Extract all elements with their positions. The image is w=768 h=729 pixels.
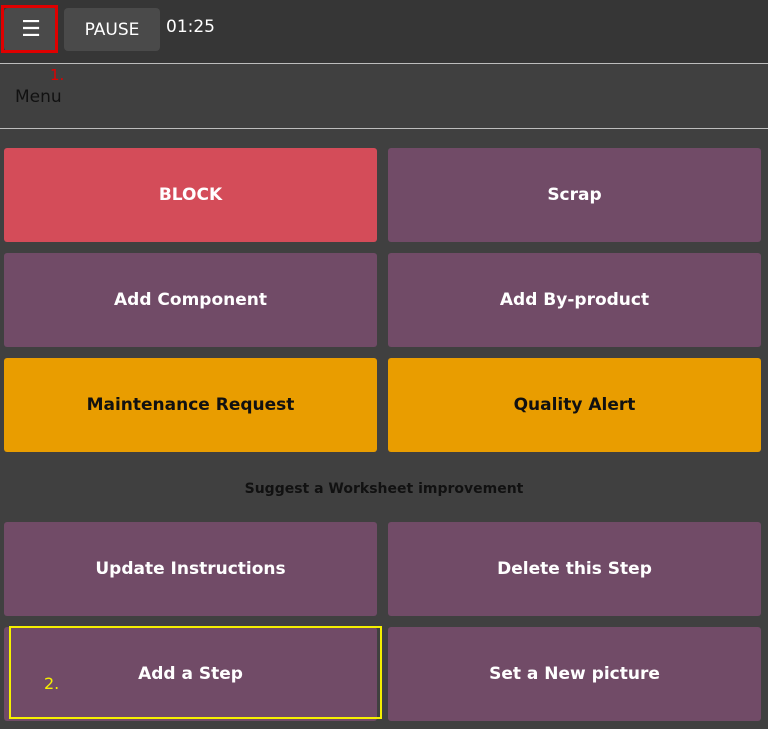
annotation-label-2: 2. — [44, 674, 60, 693]
annotation-highlight-1 — [1, 5, 58, 53]
top-bar: ☰ PAUSE 01:25 — [0, 0, 768, 64]
timer: 01:25 — [166, 17, 215, 37]
menu-title: Menu — [15, 87, 62, 107]
add-component-button[interactable]: Add Component — [4, 253, 377, 347]
menu-header: Menu — [0, 64, 768, 129]
annotation-label-1: 1. — [50, 66, 65, 84]
set-new-picture-button[interactable]: Set a New picture — [388, 627, 761, 721]
pause-button[interactable]: PAUSE — [64, 8, 160, 51]
add-step-button[interactable]: Add a Step — [4, 627, 377, 721]
menu-button[interactable]: ☰ — [4, 8, 58, 51]
block-button[interactable]: BLOCK — [4, 148, 377, 242]
add-byproduct-button[interactable]: Add By-product — [388, 253, 761, 347]
hamburger-icon: ☰ — [21, 17, 41, 42]
annotation-highlight-2 — [9, 626, 382, 719]
delete-step-button[interactable]: Delete this Step — [388, 522, 761, 616]
suggest-improvement-label: Suggest a Worksheet improvement — [244, 481, 524, 497]
update-instructions-button[interactable]: Update Instructions — [4, 522, 377, 616]
scrap-button[interactable]: Scrap — [388, 148, 761, 242]
quality-alert-button[interactable]: Quality Alert — [388, 358, 761, 452]
maintenance-request-button[interactable]: Maintenance Request — [4, 358, 377, 452]
